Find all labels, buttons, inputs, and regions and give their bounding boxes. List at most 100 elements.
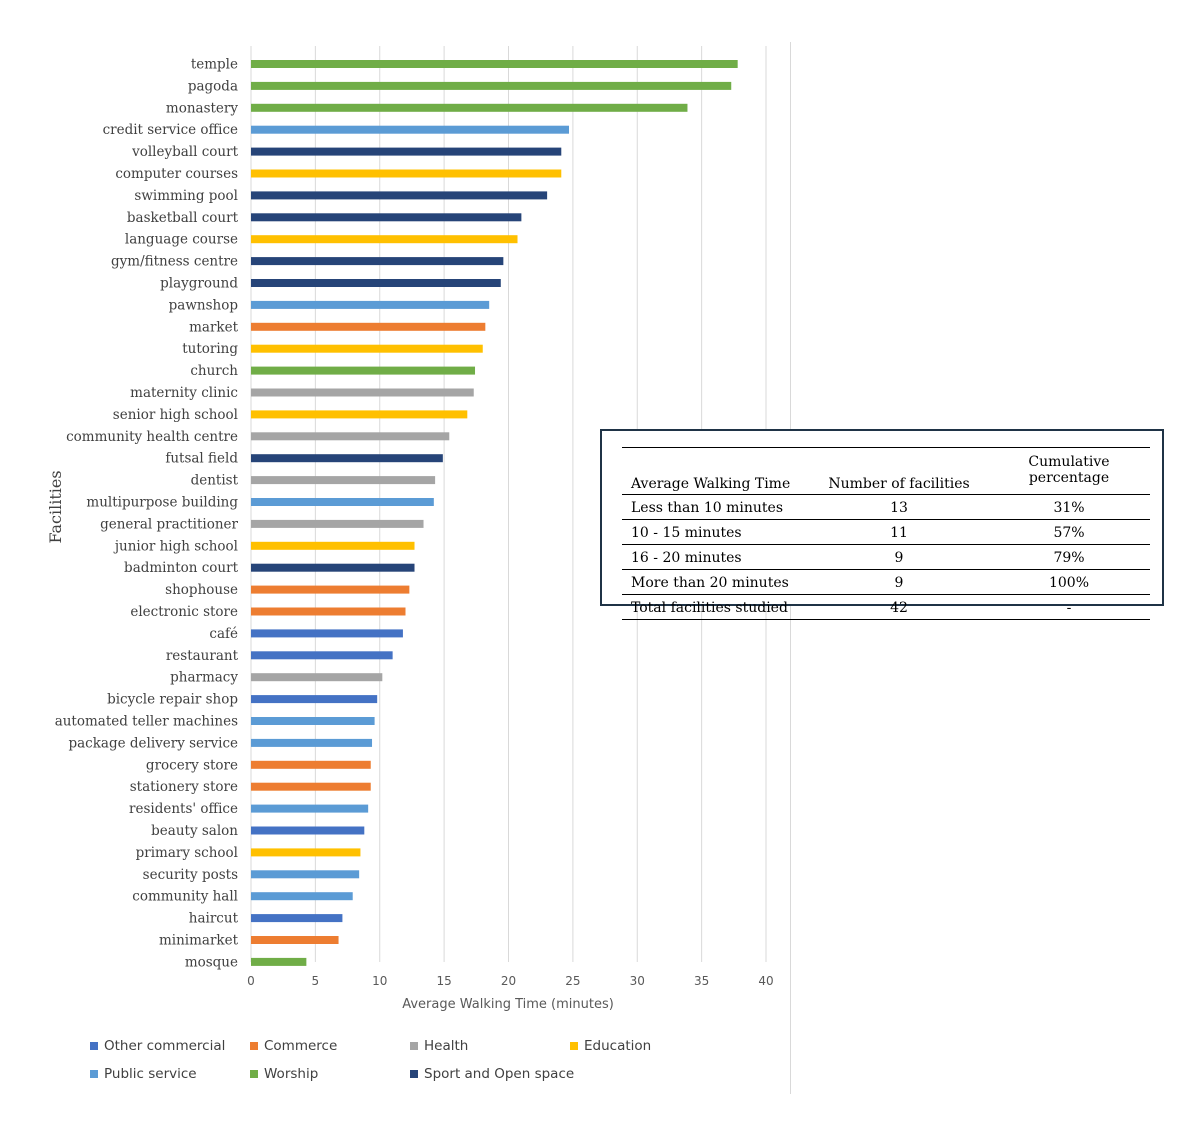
bar [251,169,562,178]
summary-table: Average Walking Time Number of facilitie… [622,447,1150,620]
table-row: Less than 10 minutes 13 31% [622,494,1150,520]
category-label: stationery store [130,779,238,795]
legend-item: Sport and Open space [410,1066,574,1082]
x-tick-label: 20 [501,974,516,988]
legend-swatch [90,1042,98,1050]
bar [251,60,738,68]
legend: Other commercial Commerce Health Education P… [90,1038,690,1090]
bar [251,541,415,550]
bar [251,279,501,287]
category-label: community hall [132,889,238,905]
bar [251,454,443,463]
legend-swatch [570,1042,578,1050]
bar [251,760,371,769]
table-header: Number of facilities [810,447,988,495]
legend-label: Worship [264,1066,319,1082]
legend-item: Health [410,1038,468,1054]
bar [251,344,483,353]
category-label: haircut [189,911,239,927]
bar [251,738,373,747]
table-cell: 16 - 20 minutes [622,544,810,570]
category-label: pawnshop [169,297,238,313]
legend-swatch [250,1042,258,1050]
category-label: language course [125,232,238,248]
category-label: package delivery service [68,735,238,751]
bar [251,322,486,331]
table-cell: 57% [988,519,1150,545]
table-row: 10 - 15 minutes 11 57% [622,519,1150,545]
category-label: community health centre [66,429,238,445]
category-label: market [189,319,238,335]
bar [251,147,562,156]
bar [251,563,415,572]
table-row: More than 20 minutes 9 100% [622,569,1150,595]
x-tick-label: 10 [372,974,387,988]
category-label: multipurpose building [86,495,238,511]
category-label: security posts [143,867,238,883]
bars [251,60,738,966]
bar [251,870,360,879]
legend-label: Commerce [264,1038,338,1054]
category-label: swimming pool [134,188,238,204]
category-label: restaurant [166,648,239,664]
bar [251,366,476,375]
legend-label: Education [584,1038,652,1054]
bar [251,804,369,813]
bar [251,191,548,200]
bar [251,125,570,134]
bar [251,388,474,397]
x-tick-label: 30 [630,974,645,988]
x-tick-label: 15 [436,974,451,988]
category-label: mosque [185,954,238,970]
bar [251,235,518,244]
legend-label: Health [424,1038,469,1054]
category-label: pharmacy [170,670,238,686]
category-label: grocery store [146,757,238,773]
bar [251,432,450,441]
category-label: basketball court [127,210,239,226]
table-cell: 79% [988,544,1150,570]
y-axis-title: Facilities [46,470,65,543]
category-label: senior high school [113,407,238,423]
legend-swatch [90,1070,98,1078]
table-row: Total facilities studied 42 - [622,594,1150,620]
x-tick-label: 40 [758,974,773,988]
category-label: volleyball court [131,144,238,160]
legend-swatch [410,1042,418,1050]
table-cell: More than 20 minutes [622,569,810,595]
bar [251,892,353,901]
x-tick-label: 35 [694,974,709,988]
category-label: beauty salon [151,823,238,839]
table-cell: 13 [810,494,988,520]
category-label: dentist [191,473,239,489]
bar [251,826,365,835]
table-cell: 100% [988,569,1150,595]
x-tick-label: 25 [565,974,580,988]
legend-label: Other commercial [104,1038,226,1054]
category-label: minimarket [159,933,239,949]
bar [251,629,403,638]
category-label: café [209,626,238,642]
bar [251,936,339,944]
table-cell: 11 [810,519,988,545]
bar [251,914,343,923]
category-label: pagoda [188,78,238,94]
legend-label: Public service [104,1066,197,1082]
category-label: automated teller machines [55,714,238,730]
category-label: gym/fitness centre [111,254,238,270]
bar [251,651,393,660]
category-label: computer courses [115,166,238,182]
bar [251,213,522,222]
category-label: primary school [136,845,238,861]
bar [251,695,378,704]
x-tick-label: 0 [247,974,255,988]
x-tick-labels: 0 5 10 15 20 25 30 35 40 [247,974,773,988]
bar [251,957,307,966]
legend-swatch [250,1070,258,1078]
table-header-row: Average Walking Time Number of facilitie… [622,447,1150,495]
bar [251,300,490,309]
category-label: bicycle repair shop [107,692,238,708]
bar [251,498,434,506]
legend-item: Worship [250,1066,318,1082]
